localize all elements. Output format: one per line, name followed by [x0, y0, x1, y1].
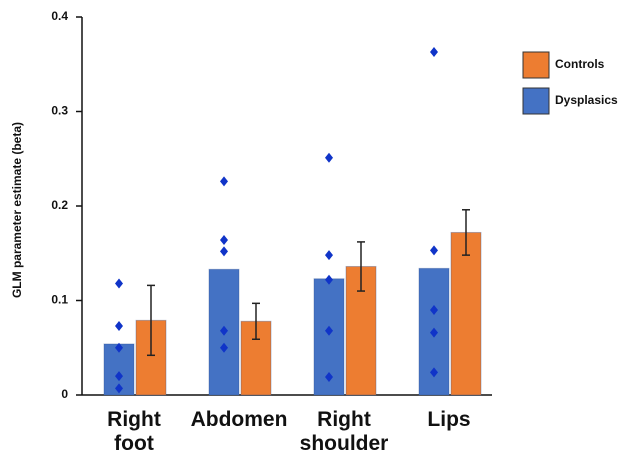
legend-swatch	[523, 52, 549, 78]
bar	[451, 232, 481, 395]
x-tick-label: Right shoulder	[300, 408, 389, 456]
data-point	[115, 321, 123, 331]
data-point	[220, 176, 228, 186]
x-tick-label: Right foot	[107, 408, 161, 456]
data-point	[115, 278, 123, 288]
chart: GLM parameter estimate (beta) 0 0.1 0.2 0.3…	[0, 0, 639, 463]
x-tick-label: Lips	[427, 408, 470, 432]
y-tick-label: 0	[61, 387, 68, 401]
y-tick-label: 0.2	[51, 198, 68, 212]
y-tick-label: 0.1	[51, 293, 68, 307]
y-axis-label: GLM parameter estimate (beta)	[10, 122, 24, 298]
x-tick-label: Abdomen	[191, 408, 288, 432]
y-tick-label: 0.3	[51, 104, 68, 118]
data-point	[325, 153, 333, 163]
legend-label: Dysplasics	[555, 93, 618, 107]
data-point	[430, 245, 438, 255]
legend-swatch	[523, 88, 549, 114]
data-point	[220, 246, 228, 256]
y-tick-label: 0.4	[51, 9, 68, 23]
data-point	[430, 47, 438, 57]
data-point	[325, 250, 333, 260]
data-point	[220, 235, 228, 245]
legend-label: Controls	[555, 57, 605, 71]
chart-svg: GLM parameter estimate (beta) 0 0.1 0.2 0.3…	[0, 0, 639, 463]
